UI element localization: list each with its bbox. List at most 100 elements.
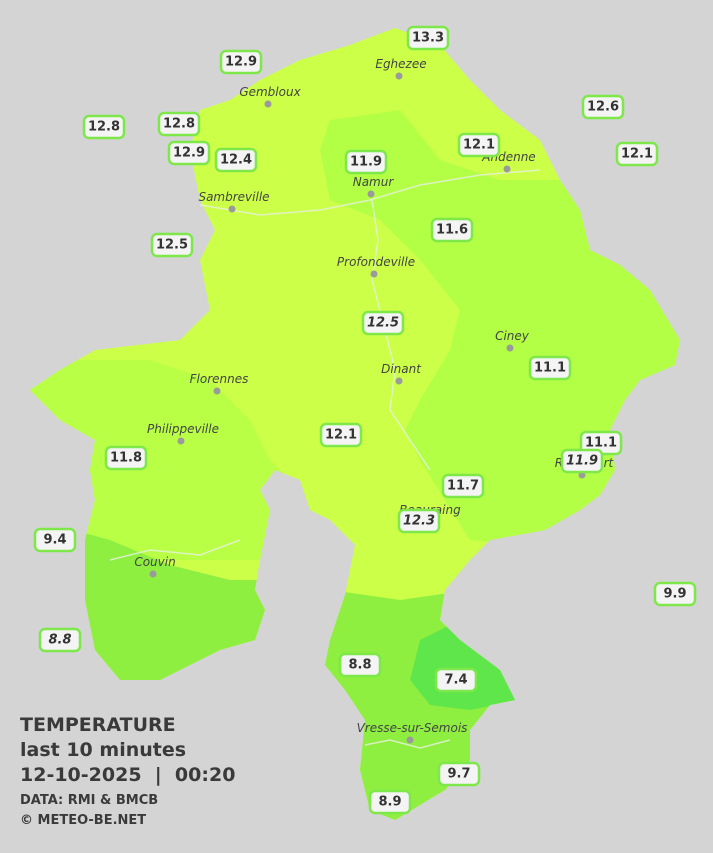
station-value: 9.7 <box>447 767 470 782</box>
station: 8.9 <box>368 789 412 815</box>
station-value: 12.4 <box>220 153 252 168</box>
station: 12.5 <box>361 310 405 336</box>
city-dot <box>370 270 378 278</box>
station-value: 12.8 <box>163 117 195 132</box>
station: 11.6 <box>430 217 474 243</box>
station-box <box>33 527 77 553</box>
cities: EghezeeGemblouxAndenneNamurSambrevillePr… <box>134 57 615 744</box>
station-box <box>437 761 481 787</box>
station-box <box>434 667 478 693</box>
station-box <box>368 789 412 815</box>
city-dot <box>228 205 236 213</box>
station-value: 11.1 <box>585 436 617 451</box>
station: 12.6 <box>581 94 625 120</box>
station-value: 12.5 <box>156 238 188 253</box>
station-value: 12.9 <box>225 55 257 70</box>
city-label: Sambreville <box>198 190 269 204</box>
city-dot <box>177 437 185 445</box>
station: 7.4 <box>434 667 478 693</box>
station-box <box>560 448 604 474</box>
station: 11.1 <box>528 355 572 381</box>
station: 12.9 <box>167 140 211 166</box>
city-dot <box>395 72 403 80</box>
station-value: 12.9 <box>173 146 205 161</box>
station-value: 11.9 <box>350 155 382 170</box>
station: 11.7 <box>441 473 485 499</box>
station-value: 12.1 <box>463 138 495 153</box>
station: 11.9 <box>344 149 388 175</box>
station-value: 11.8 <box>110 451 142 466</box>
credit: © METEO-BE.NET <box>20 813 146 828</box>
station-box <box>319 422 363 448</box>
title-block: TEMPERATURE last 10 minutes 12-10-2025 |… <box>20 714 235 828</box>
city-dot <box>149 570 157 578</box>
station: 9.4 <box>33 527 77 553</box>
city-label: Couvin <box>134 555 175 569</box>
station-value: 12.8 <box>88 120 120 135</box>
station-box <box>528 355 572 381</box>
station-value: 7.4 <box>444 673 467 688</box>
station-box <box>219 49 263 75</box>
river <box>109 539 241 561</box>
station-value: 11.1 <box>534 361 566 376</box>
station: 11.8 <box>104 445 148 471</box>
station: 12.8 <box>157 111 201 137</box>
station-box <box>338 652 382 678</box>
station-value: 12.5 <box>367 316 399 331</box>
station: 11.9 <box>560 448 604 474</box>
station: 12.5 <box>150 232 194 258</box>
river <box>199 169 541 216</box>
river <box>371 199 431 471</box>
city-label: Eghezee <box>375 57 426 71</box>
station: 13.3 <box>406 25 450 51</box>
stations: 13.3 12.9 12.8 12.8 12.9 12.4 12.6 12.1 12.1 11.9… <box>33 25 697 815</box>
station-value: 11.6 <box>436 223 468 238</box>
station-value: 13.3 <box>412 31 444 46</box>
station-box <box>167 140 211 166</box>
station-value: 11.7 <box>447 479 479 494</box>
station: 8.8 <box>338 652 382 678</box>
station-box <box>38 627 82 653</box>
station-box <box>157 111 201 137</box>
station-box <box>406 25 450 51</box>
station-box <box>581 94 625 120</box>
source: DATA: RMI & BMCB <box>20 793 158 808</box>
city-dot <box>213 387 221 395</box>
station-value: 9.9 <box>663 587 686 602</box>
station-box <box>344 149 388 175</box>
city-dot <box>367 190 375 198</box>
city-dot <box>506 344 514 352</box>
city-label: Dinant <box>381 362 422 376</box>
city-dot <box>395 377 403 385</box>
station: 12.4 <box>214 147 258 173</box>
subtitle: last 10 minutes <box>20 739 186 761</box>
station: 9.9 <box>653 581 697 607</box>
city-dot <box>503 165 511 173</box>
city-label: Namur <box>353 175 395 189</box>
station: 12.3 <box>397 508 441 534</box>
timestamp: 12-10-2025 | 00:20 <box>20 764 235 786</box>
station-box <box>615 141 659 167</box>
station-value: 12.1 <box>325 428 357 443</box>
station: 12.1 <box>615 141 659 167</box>
station-value: 8.8 <box>348 658 371 673</box>
station-value: 8.9 <box>378 795 401 810</box>
station-value: 12.1 <box>621 147 653 162</box>
station-box <box>82 114 126 140</box>
city-label: Philippeville <box>147 422 219 436</box>
station-box <box>361 310 405 336</box>
title: TEMPERATURE <box>20 714 176 736</box>
station: 9.7 <box>437 761 481 787</box>
station: 12.1 <box>457 132 501 158</box>
station-box <box>430 217 474 243</box>
station-value: 8.8 <box>48 633 71 648</box>
station-box <box>397 508 441 534</box>
station-box <box>214 147 258 173</box>
city-dot <box>264 100 272 108</box>
station-box <box>441 473 485 499</box>
station-box <box>653 581 697 607</box>
station-box <box>104 445 148 471</box>
station-value: 12.3 <box>403 514 435 529</box>
station: 12.9 <box>219 49 263 75</box>
